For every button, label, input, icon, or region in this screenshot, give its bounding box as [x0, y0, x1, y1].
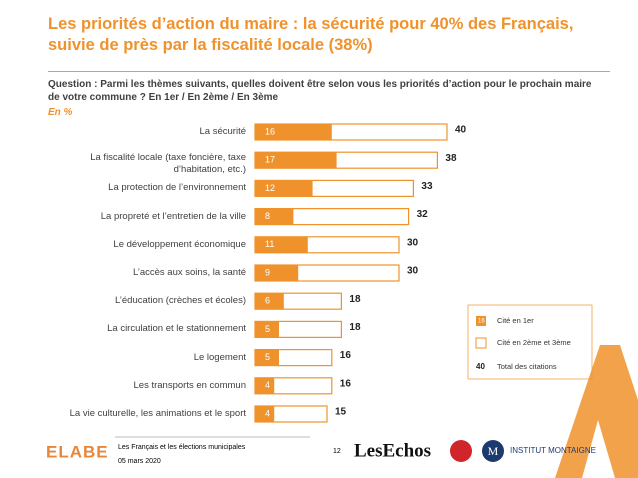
total-label: 18: [349, 294, 361, 305]
legend-label: Cité en 1er: [497, 316, 534, 325]
legend-sample: 40: [476, 362, 485, 371]
first-label: 16: [265, 126, 275, 136]
total-label: 16: [340, 350, 352, 361]
legend-label: Total des citations: [497, 362, 557, 371]
first-label: 8: [265, 211, 270, 221]
unit-note: En %: [48, 107, 73, 118]
total-label: 38: [445, 153, 457, 164]
category-label: Les transports en commun: [133, 379, 246, 391]
first-bar: [255, 406, 275, 422]
first-bar: [255, 124, 332, 140]
category-label: La sécurité: [199, 126, 246, 137]
category-label: La protection de l’environnement: [108, 182, 246, 194]
first-label: 12: [265, 183, 275, 193]
total-label: 33: [421, 181, 433, 192]
legend-box: [467, 304, 593, 380]
legend-swatch: [476, 316, 486, 326]
study: Les Français et les élections municipale…: [118, 444, 246, 451]
logo-circle: [482, 440, 504, 462]
brand: ELABE: [46, 442, 109, 461]
category-label: L’accès aux soins, la santé: [132, 267, 246, 278]
page-number: 12: [333, 448, 341, 455]
category-label: La circulation et le stationnement: [107, 323, 246, 335]
first-bar: [255, 180, 313, 197]
category-label: Le logement: [193, 351, 246, 363]
question: Question : Parmi les thèmes suivants, qu…: [48, 79, 592, 103]
total-label: 30: [407, 266, 419, 277]
legend-sample: 16: [478, 319, 485, 325]
first-label: 17: [265, 155, 275, 165]
category-label: L’éducation (crèches et écoles): [115, 295, 246, 307]
total-label: 18: [349, 322, 361, 333]
decor: [555, 345, 638, 478]
partner-logo: INSTITUT MONTAIGNE: [510, 446, 596, 455]
category-label: Le développement économique: [113, 238, 246, 250]
first-label: 9: [265, 267, 270, 277]
first-label: 4: [265, 408, 270, 418]
partner-logo: LesEchos: [354, 440, 431, 461]
total-label: 32: [417, 209, 429, 220]
first-label: 5: [265, 352, 270, 362]
first-label: 11: [265, 239, 274, 249]
title: Les priorités d’action du maire : la séc…: [48, 15, 574, 54]
legend-label: Cité en 2ème et 3ème: [497, 338, 571, 347]
first-bar: [255, 321, 279, 338]
first-bar: [255, 293, 284, 310]
legend-swatch: [475, 337, 487, 349]
total-label: 15: [335, 407, 347, 418]
first-bar: [255, 349, 279, 366]
first-bar: [255, 152, 337, 169]
category-label: La propreté et l’entretien de la ville: [100, 210, 246, 222]
category-label: La vie culturelle, les animations et le …: [69, 408, 246, 419]
category-label: La fiscalité locale (taxe foncière, taxe…: [90, 152, 246, 176]
total-label: 30: [407, 237, 419, 248]
first-bar: [255, 236, 308, 253]
first-bar: [255, 377, 275, 394]
first-bar: [255, 208, 294, 225]
first-label: 5: [265, 324, 270, 334]
total-label: 40: [455, 125, 467, 136]
total-label: 16: [340, 378, 352, 389]
date: 05 mars 2020: [118, 458, 161, 465]
divider: [48, 71, 610, 72]
first-label: 6: [265, 296, 270, 306]
logo-initial: M: [488, 444, 499, 458]
first-bar: [255, 265, 299, 281]
first-label: 4: [265, 380, 270, 390]
logo-circle: [450, 440, 472, 462]
